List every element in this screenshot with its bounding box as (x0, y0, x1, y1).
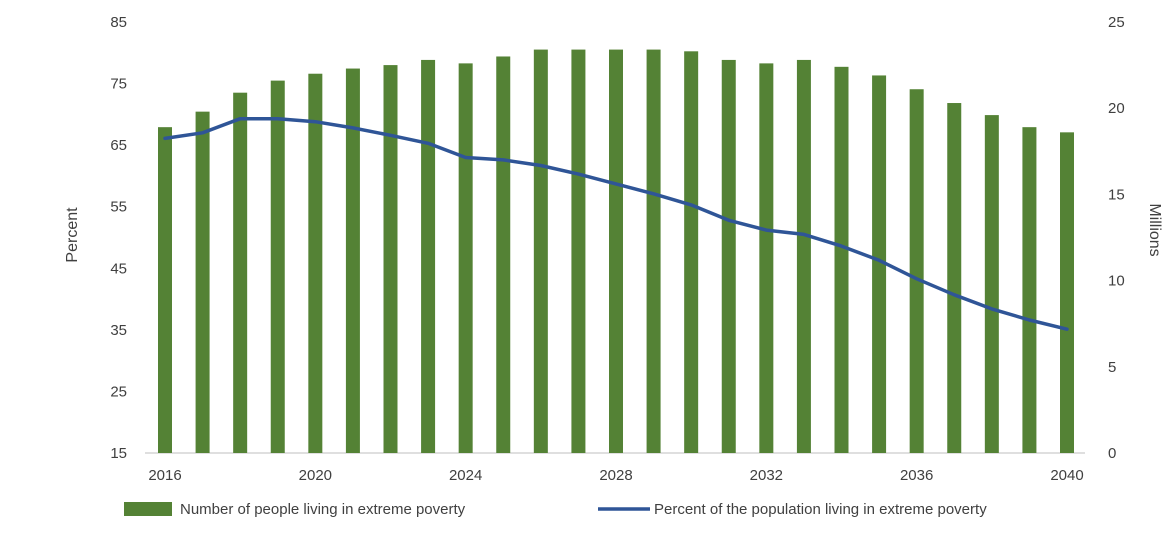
legend-bar-label: Number of people living in extreme pover… (180, 501, 466, 518)
y-right-tick-label: 15 (1108, 186, 1125, 203)
y-left-tick-label: 15 (110, 445, 127, 462)
bar-people-in-poverty (759, 63, 774, 453)
y-left-tick-label: 25 (110, 383, 127, 400)
legend-line-label: Percent of the population living in extr… (654, 501, 987, 518)
y-right-tick-label: 5 (1108, 359, 1116, 376)
bar-people-in-poverty (1022, 127, 1037, 453)
legend-bar-swatch (124, 502, 172, 516)
y-left-axis-title: Percent (64, 207, 81, 263)
bar-people-in-poverty (458, 63, 473, 453)
bar-people-in-poverty (909, 89, 924, 454)
bar-people-in-poverty (872, 75, 887, 453)
y-right-tick-label: 20 (1108, 100, 1125, 117)
y-left-tick-label: 85 (110, 14, 127, 31)
bar-people-in-poverty (496, 56, 511, 453)
x-tick-label: 2040 (1050, 467, 1083, 484)
bar-people-in-poverty (571, 49, 586, 454)
bar-people-in-poverty (158, 127, 172, 453)
bar-people-in-poverty (533, 49, 548, 454)
y-right-tick-label: 25 (1108, 14, 1125, 31)
bar-people-in-poverty (421, 59, 436, 453)
bar-people-in-poverty (195, 111, 210, 453)
x-tick-label: 2020 (299, 467, 332, 484)
bar-people-in-poverty (947, 103, 962, 453)
bar-people-in-poverty (233, 92, 248, 454)
line-percent-in-poverty (163, 116, 1069, 331)
bar-people-in-poverty (684, 51, 699, 454)
bar-people-in-poverty (609, 49, 623, 454)
y-right-tick-label: 0 (1108, 445, 1116, 462)
y-left-tick-label: 65 (110, 137, 127, 154)
x-tick-label: 2016 (148, 467, 181, 484)
y-left-tick-label: 75 (110, 76, 127, 93)
y-right-axis-title: Millions (1146, 203, 1163, 256)
bar-people-in-poverty (270, 80, 285, 453)
bar-people-in-poverty (984, 115, 999, 453)
y-left-tick-label: 55 (110, 199, 127, 216)
bar-people-in-poverty (646, 49, 661, 454)
x-tick-label: 2036 (900, 467, 933, 484)
bar-people-in-poverty (721, 59, 736, 453)
y-left-tick-label: 35 (110, 322, 127, 339)
y-right-tick-label: 10 (1108, 273, 1125, 290)
bar-people-in-poverty (1060, 132, 1074, 453)
bar-people-in-poverty (834, 66, 849, 453)
bar-people-in-poverty (796, 59, 811, 453)
x-tick-label: 2032 (750, 467, 783, 484)
bar-people-in-poverty (383, 65, 398, 453)
bar-people-in-poverty (345, 68, 360, 453)
bar-people-in-poverty (308, 73, 323, 453)
y-left-tick-label: 45 (110, 260, 127, 277)
x-tick-label: 2024 (449, 467, 482, 484)
x-tick-label: 2028 (599, 467, 632, 484)
